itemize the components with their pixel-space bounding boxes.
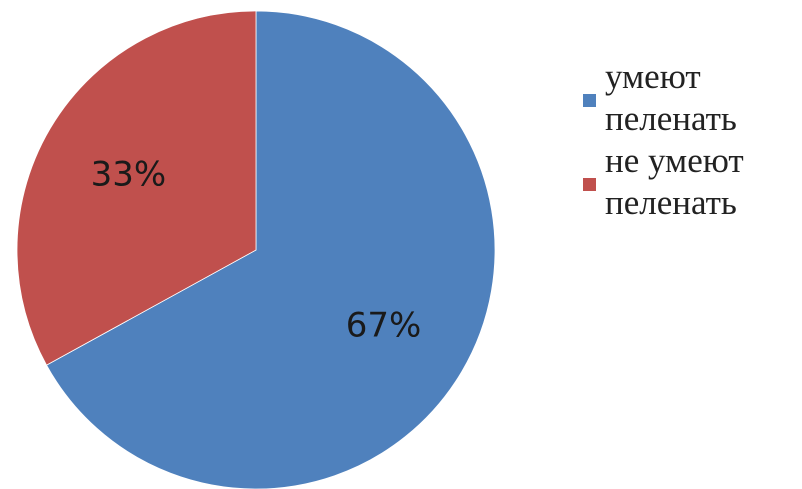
legend-item-1: не умеют пеленать bbox=[583, 140, 798, 224]
legend-swatch-1 bbox=[583, 178, 596, 191]
pie-data-labels: 67% 33% bbox=[91, 155, 422, 346]
legend-label-0: умеют пеленать bbox=[605, 57, 737, 138]
legend-item-0: умеют пеленать bbox=[583, 56, 798, 140]
pie-slice-1 bbox=[16, 10, 257, 366]
legend-swatch-0 bbox=[583, 94, 596, 107]
pie-data-label-1: 33% bbox=[91, 155, 167, 195]
pie-plot-area: 67% 33% bbox=[16, 10, 496, 489]
legend: умеют пеленать не умеют пеленать bbox=[583, 56, 798, 224]
pie-data-label-0: 67% bbox=[346, 305, 422, 345]
legend-label-1: не умеют пеленать bbox=[605, 141, 744, 222]
pie-slices bbox=[16, 10, 496, 489]
pie-slice-0 bbox=[46, 10, 496, 489]
